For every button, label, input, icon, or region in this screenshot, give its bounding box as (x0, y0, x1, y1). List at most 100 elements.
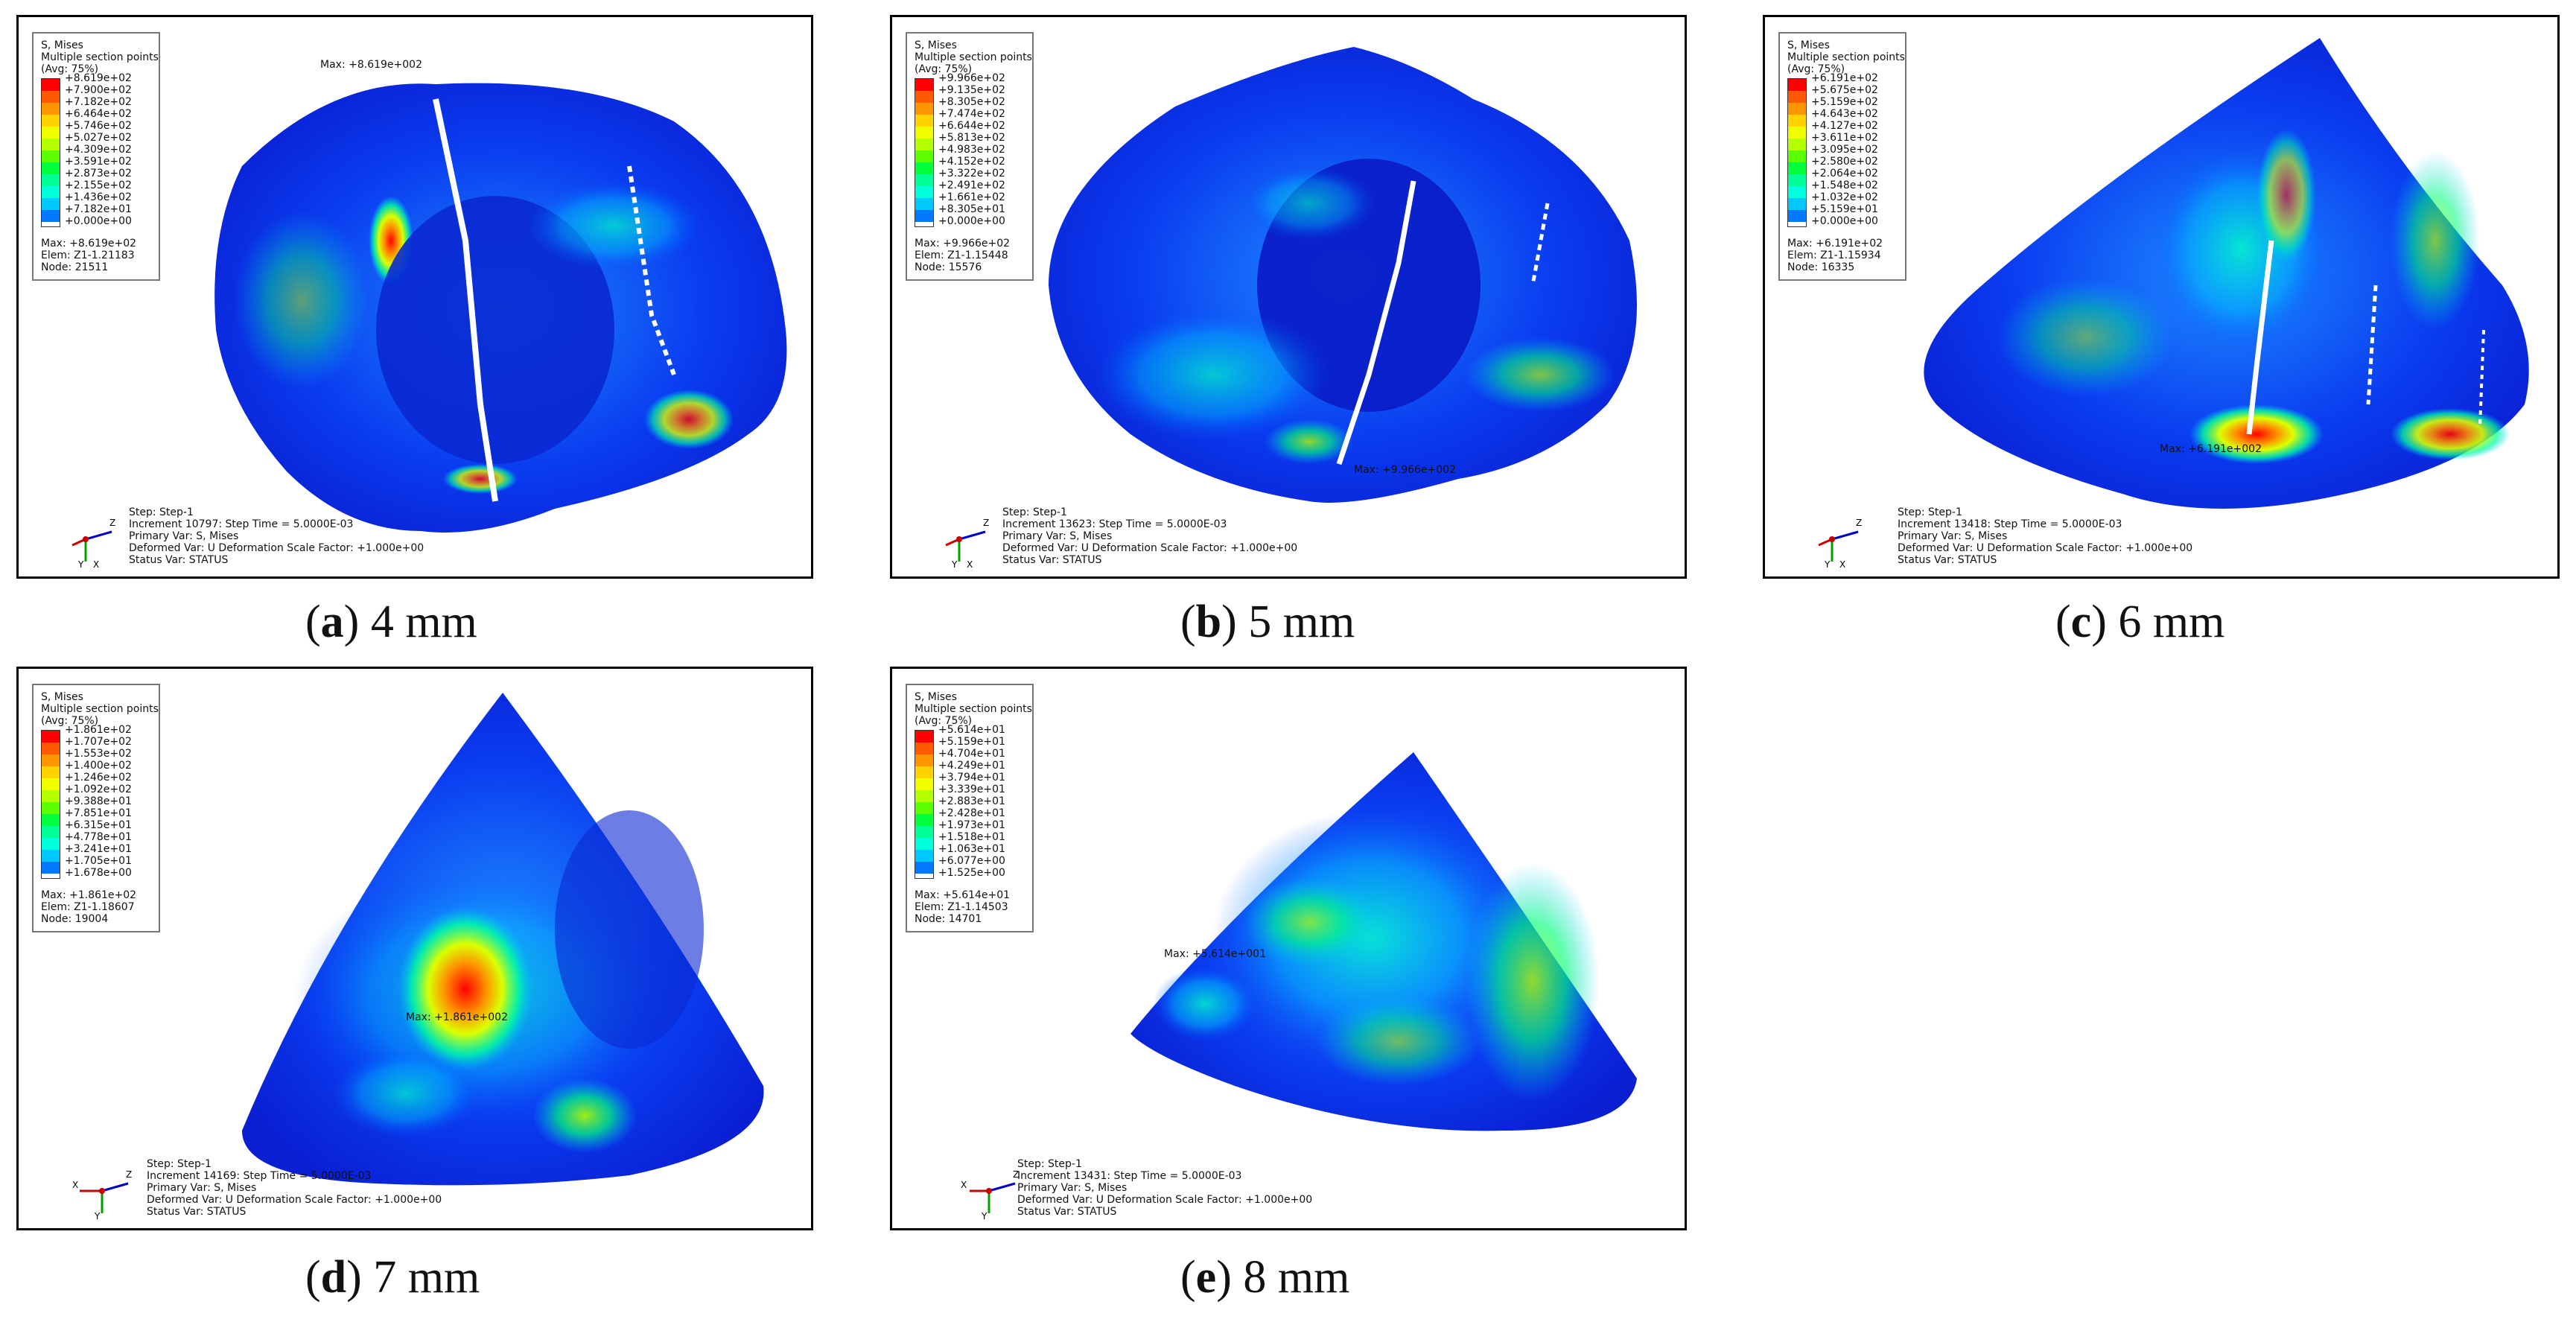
tick-label: +1.246e+02 (65, 772, 132, 784)
color-swatch (915, 766, 933, 778)
tick-label: +5.159e+01 (1811, 203, 1878, 215)
tick-label: +5.159e+01 (938, 736, 1005, 748)
color-swatch (915, 850, 933, 862)
triad-label: X (93, 559, 99, 569)
color-scale-bar (915, 730, 934, 879)
axis-triad-a: Z Y X (71, 518, 115, 569)
tick-label: +2.428e+01 (938, 807, 1005, 819)
contour-panel-d: Max: +1.861e+002 S, Mises Multiple secti… (16, 667, 813, 1230)
tick-label: +2.064e+02 (1811, 168, 1878, 179)
tick-label: +0.000e+00 (938, 215, 1005, 227)
caption-d: (d) 7 mm (305, 1252, 480, 1303)
status-primary: Primary Var: S, Mises (1017, 1182, 1128, 1194)
tick-label: +3.241e+01 (65, 843, 132, 855)
color-swatch (1788, 91, 1806, 103)
color-swatch (915, 162, 933, 174)
color-swatch (42, 198, 60, 210)
deformed-mesh-a (214, 83, 787, 533)
triad-label: Z (109, 518, 115, 528)
color-swatch (42, 790, 60, 802)
tick-label: +1.400e+02 (65, 760, 132, 772)
deformed-mesh-d (242, 693, 764, 1186)
tick-label: +3.794e+01 (938, 772, 1005, 784)
legend-subtitle: Multiple section points (915, 703, 1032, 715)
tick-label: +9.388e+01 (65, 795, 132, 807)
tick-label: +1.092e+02 (65, 784, 132, 795)
tick-label: +5.746e+02 (65, 120, 132, 132)
color-scale-ticks: +1.861e+02 +1.707e+02 +1.553e+02 +1.400e+02… (65, 724, 132, 879)
legend-d: S, Mises Multiple section points (Avg: 7… (32, 684, 160, 932)
max-elem: Elem: Z1-1.18607 (41, 901, 135, 913)
tick-label: +4.704e+01 (938, 748, 1005, 760)
color-swatch (1788, 162, 1806, 174)
color-swatch (1788, 150, 1806, 162)
max-value: Max: +9.966e+02 (915, 238, 1011, 250)
max-node: Node: 14701 (915, 913, 982, 925)
color-swatch (42, 754, 60, 766)
status-primary: Primary Var: S, Mises (1002, 530, 1113, 542)
color-swatch (42, 814, 60, 826)
legend-avg: (Avg: 75%) (915, 715, 973, 727)
max-label-b: Max: +9.966e+002 (1354, 464, 1456, 476)
color-scale-bar (1787, 78, 1807, 227)
color-swatch (1788, 174, 1806, 186)
status-increment: Increment 14169: Step Time = 5.0000E-03 (147, 1170, 372, 1182)
status-step: Step: Step-1 (147, 1158, 212, 1170)
color-swatch (915, 210, 933, 222)
color-swatch (42, 127, 60, 139)
color-swatch (915, 174, 933, 186)
tick-label: +1.553e+02 (65, 748, 132, 760)
tick-label: +1.436e+02 (65, 191, 132, 203)
tick-label: +4.127e+02 (1811, 120, 1878, 132)
color-swatch (42, 826, 60, 838)
deformed-mesh-c (1924, 38, 2529, 509)
color-swatch (915, 743, 933, 754)
status-deformed: Deformed Var: U Deformation Scale Factor… (147, 1194, 442, 1206)
max-node: Node: 21511 (41, 261, 109, 273)
tick-label: +1.525e+00 (938, 867, 1005, 879)
triad-label: Y (981, 1211, 988, 1221)
contour-panel-b: Max: +9.966e+002 S, Mises Multiple secti… (890, 15, 1687, 579)
color-swatch (1788, 210, 1806, 222)
tick-label: +7.474e+02 (938, 108, 1005, 120)
tick-label: +2.580e+02 (1811, 156, 1878, 168)
legend-title: S, Mises (41, 691, 83, 703)
max-node: Node: 15576 (915, 261, 982, 273)
tick-label: +5.614e+01 (938, 724, 1005, 736)
color-swatch (42, 174, 60, 186)
tick-label: +8.305e+01 (938, 203, 1005, 215)
tick-label: +0.000e+00 (1811, 215, 1878, 227)
status-block-c: Step: Step-1 Increment 13418: Step Time … (1898, 506, 2192, 566)
color-swatch (42, 802, 60, 814)
color-swatch (42, 91, 60, 103)
color-swatch (1788, 115, 1806, 127)
deformed-mesh-e (1130, 752, 1637, 1131)
color-scale-bar (41, 78, 60, 227)
legend-title: S, Mises (915, 39, 957, 51)
color-scale-ticks: +5.614e+01 +5.159e+01 +4.704e+01 +4.249e+01… (938, 724, 1005, 879)
color-swatch (915, 826, 933, 838)
triad-label: X (1839, 559, 1845, 569)
legend-subtitle: Multiple section points (41, 703, 159, 715)
color-swatch (915, 103, 933, 115)
legend-b: S, Mises Multiple section points (Avg: 7… (906, 32, 1034, 281)
tick-label: +5.675e+02 (1811, 84, 1878, 96)
legend-a: S, Mises Multiple section points (Avg: 7… (32, 32, 160, 281)
legend-avg: (Avg: 75%) (41, 63, 99, 75)
color-swatch (42, 862, 60, 874)
caption-e: (e) 8 mm (1180, 1252, 1350, 1303)
color-swatch (42, 210, 60, 222)
status-increment: Increment 13431: Step Time = 5.0000E-03 (1017, 1170, 1242, 1182)
legend-avg: (Avg: 75%) (1787, 63, 1845, 75)
status-block-a: Step: Step-1 Increment 10797: Step Time … (129, 506, 424, 566)
color-swatch (1788, 198, 1806, 210)
color-swatch (915, 139, 933, 150)
color-swatch (915, 186, 933, 198)
tick-label: +4.778e+01 (65, 831, 132, 843)
status-increment: Increment 10797: Step Time = 5.0000E-03 (129, 518, 354, 530)
contour-panel-a: Max: +8.619e+002 S, Mises Multiple secti… (16, 15, 813, 579)
color-scale-bar (41, 730, 60, 879)
tick-label: +6.077e+00 (938, 855, 1005, 867)
color-swatch (915, 127, 933, 139)
tick-label: +2.883e+01 (938, 795, 1005, 807)
